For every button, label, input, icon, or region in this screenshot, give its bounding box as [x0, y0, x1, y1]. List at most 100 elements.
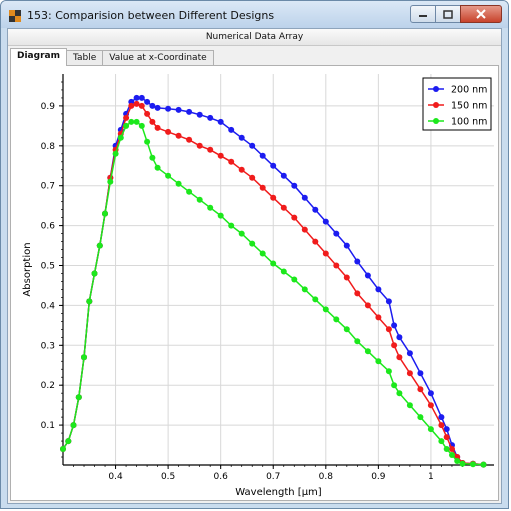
client-area: Numerical Data Array Diagram Table Value…: [7, 28, 502, 504]
data-point: [333, 230, 340, 237]
data-point: [280, 172, 287, 179]
data-point: [133, 100, 140, 107]
data-point: [312, 296, 319, 303]
tab-strip: Diagram Table Value at x-Coordinate: [10, 48, 214, 66]
tab-value-at-x[interactable]: Value at x-Coordinate: [102, 50, 214, 66]
data-point: [217, 212, 224, 219]
data-point: [312, 206, 319, 213]
data-point: [186, 108, 193, 115]
data-point: [375, 314, 382, 321]
absorption-chart[interactable]: 0.4 0.5 0.6 0.7 0.8 0.9 1 0.1 0.2 0.3 0.4 0.5 0.6 0.7…: [11, 66, 498, 500]
data-point: [207, 146, 214, 153]
data-point: [165, 128, 172, 135]
data-point: [333, 262, 340, 269]
data-point: [196, 196, 203, 203]
tab-diagram[interactable]: Diagram: [10, 48, 67, 66]
data-point: [238, 134, 245, 141]
data-point: [138, 122, 145, 129]
x-axis-label: Wavelength [µm]: [235, 487, 322, 498]
data-point: [480, 461, 487, 468]
data-point: [375, 286, 382, 293]
data-point: [207, 114, 214, 121]
data-point: [133, 118, 140, 125]
data-point: [154, 104, 161, 111]
data-point: [165, 105, 172, 112]
data-point: [154, 164, 161, 171]
maximize-icon: [443, 9, 453, 19]
data-point: [406, 402, 413, 409]
data-point: [396, 354, 403, 361]
data-point: [138, 94, 145, 101]
window-title: 153: Comparision between Different Desig…: [27, 9, 275, 22]
x-tick-label: 0.6: [214, 472, 229, 482]
data-point: [196, 142, 203, 149]
legend-label: 100 nm: [451, 117, 487, 128]
data-point: [343, 274, 350, 281]
data-point: [385, 298, 392, 305]
data-point: [91, 270, 98, 277]
data-point: [443, 434, 450, 441]
data-point: [196, 111, 203, 118]
data-point: [60, 446, 66, 452]
data-point: [417, 414, 424, 421]
legend-marker: [433, 118, 439, 124]
data-point: [259, 184, 266, 191]
data-point: [333, 316, 340, 323]
data-point: [238, 166, 245, 173]
x-tick-label: 0.5: [161, 472, 175, 482]
data-point: [228, 158, 235, 165]
data-point: [301, 194, 308, 201]
data-point: [123, 114, 130, 121]
data-point: [144, 98, 151, 105]
diagram-panel: 0.4 0.5 0.6 0.7 0.8 0.9 1 0.1 0.2 0.3 0.4 0.5 0.6 0.7…: [10, 65, 499, 501]
data-point: [217, 152, 224, 159]
data-point: [249, 240, 256, 247]
data-point: [175, 106, 182, 113]
x-tick-label: 0.8: [319, 472, 334, 482]
data-point: [443, 446, 450, 452]
data-point: [165, 172, 172, 179]
data-point: [438, 422, 445, 429]
data-point: [454, 458, 461, 464]
data-point: [354, 338, 361, 345]
data-point: [112, 150, 119, 157]
y-tick-label: 0.4: [41, 301, 56, 311]
y-tick-label: 0.7: [41, 182, 55, 192]
data-point: [375, 358, 382, 365]
tab-table[interactable]: Table: [65, 50, 104, 66]
minimize-icon: [419, 15, 427, 17]
data-point: [270, 162, 277, 169]
data-point: [149, 118, 156, 125]
data-point: [186, 136, 193, 143]
data-point: [385, 326, 392, 333]
y-tick-label: 0.2: [41, 381, 55, 391]
series-100-nm: [60, 118, 487, 468]
data-point: [470, 461, 476, 468]
data-point: [449, 446, 455, 452]
data-point: [217, 118, 224, 125]
data-point: [322, 218, 329, 225]
data-point: [259, 250, 266, 257]
minimize-button[interactable]: [410, 5, 436, 23]
data-point: [364, 272, 371, 279]
data-point: [186, 188, 193, 195]
legend-label: 150 nm: [451, 101, 487, 112]
maximize-button[interactable]: [435, 5, 461, 23]
data-point: [280, 268, 287, 275]
close-button[interactable]: [460, 5, 502, 23]
data-point: [86, 298, 93, 305]
data-point: [312, 238, 319, 245]
checker-app-icon: [9, 10, 21, 22]
y-tick-label: 0.5: [41, 262, 55, 272]
data-point: [354, 290, 361, 297]
data-point: [270, 194, 277, 201]
data-point: [406, 350, 413, 357]
data-point: [138, 102, 145, 109]
y-axis-label: Absorption: [22, 242, 33, 296]
title-bar[interactable]: 153: Comparision between Different Desig…: [1, 1, 508, 28]
data-point: [270, 260, 277, 267]
data-point: [128, 102, 135, 109]
data-point: [96, 242, 103, 249]
y-tick-label: 0.1: [41, 421, 55, 431]
